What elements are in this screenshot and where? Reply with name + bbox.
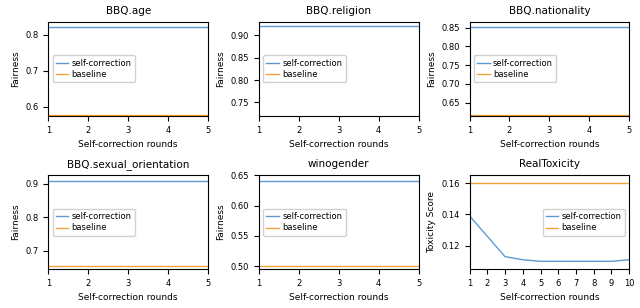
baseline — [572, 181, 580, 185]
self-correction — [124, 179, 132, 183]
baseline — [466, 181, 474, 185]
baseline — [335, 264, 342, 268]
Legend: self-correction, baseline: self-correction, baseline — [543, 209, 625, 236]
baseline — [204, 113, 212, 117]
self-correction — [415, 24, 422, 28]
baseline — [255, 115, 263, 119]
baseline — [204, 264, 212, 268]
baseline — [45, 113, 52, 117]
baseline — [45, 264, 52, 268]
self-correction — [572, 259, 580, 263]
self-correction — [335, 179, 342, 183]
Y-axis label: Fairness: Fairness — [216, 204, 225, 241]
baseline — [586, 113, 593, 117]
baseline — [255, 264, 263, 268]
Y-axis label: Fairness: Fairness — [11, 51, 20, 87]
baseline — [84, 113, 92, 117]
Legend: self-correction, baseline: self-correction, baseline — [52, 55, 135, 83]
X-axis label: Self-correction rounds: Self-correction rounds — [79, 140, 178, 149]
baseline — [501, 181, 509, 185]
baseline — [506, 113, 513, 117]
Legend: self-correction, baseline: self-correction, baseline — [52, 209, 135, 236]
self-correction — [45, 179, 52, 183]
baseline — [625, 113, 633, 117]
X-axis label: Self-correction rounds: Self-correction rounds — [79, 294, 178, 302]
self-correction — [295, 24, 303, 28]
self-correction — [466, 214, 474, 218]
self-correction — [164, 26, 172, 29]
Title: RealToxicity: RealToxicity — [519, 159, 580, 169]
self-correction — [501, 255, 509, 258]
baseline — [537, 181, 545, 185]
Title: BBQ.nationality: BBQ.nationality — [509, 6, 590, 16]
Title: BBQ.religion: BBQ.religion — [307, 6, 371, 16]
self-correction — [607, 259, 615, 263]
self-correction — [124, 26, 132, 29]
self-correction — [483, 234, 491, 238]
self-correction — [255, 179, 263, 183]
self-correction — [375, 179, 383, 183]
baseline — [415, 264, 422, 268]
baseline — [375, 264, 383, 268]
self-correction — [554, 259, 562, 263]
baseline — [519, 181, 527, 185]
baseline — [607, 181, 615, 185]
self-correction — [545, 25, 553, 29]
self-correction — [204, 179, 212, 183]
Legend: self-correction, baseline: self-correction, baseline — [263, 55, 346, 83]
baseline — [164, 264, 172, 268]
X-axis label: Self-correction rounds: Self-correction rounds — [500, 140, 599, 149]
self-correction — [466, 25, 474, 29]
Line: self-correction: self-correction — [470, 216, 629, 261]
self-correction — [204, 26, 212, 29]
Title: BBQ.age: BBQ.age — [106, 6, 151, 16]
baseline — [295, 264, 303, 268]
baseline — [164, 113, 172, 117]
self-correction — [625, 25, 633, 29]
Title: BBQ.sexual_orientation: BBQ.sexual_orientation — [67, 159, 189, 170]
self-correction — [375, 24, 383, 28]
self-correction — [84, 179, 92, 183]
baseline — [124, 264, 132, 268]
self-correction — [255, 24, 263, 28]
self-correction — [45, 26, 52, 29]
baseline — [483, 181, 491, 185]
self-correction — [164, 179, 172, 183]
baseline — [625, 181, 633, 185]
self-correction — [84, 26, 92, 29]
Y-axis label: Fairness: Fairness — [427, 51, 436, 87]
self-correction — [295, 179, 303, 183]
self-correction — [519, 258, 527, 261]
Title: winogender: winogender — [308, 159, 369, 169]
baseline — [295, 115, 303, 119]
X-axis label: Self-correction rounds: Self-correction rounds — [500, 294, 599, 302]
self-correction — [537, 259, 545, 263]
baseline — [545, 113, 553, 117]
self-correction — [586, 25, 593, 29]
self-correction — [506, 25, 513, 29]
Y-axis label: Toxicity Score: Toxicity Score — [427, 191, 436, 253]
baseline — [335, 115, 342, 119]
X-axis label: Self-correction rounds: Self-correction rounds — [289, 294, 388, 302]
baseline — [466, 113, 474, 117]
Y-axis label: Fairness: Fairness — [216, 51, 225, 87]
baseline — [84, 264, 92, 268]
self-correction — [335, 24, 342, 28]
Legend: self-correction, baseline: self-correction, baseline — [474, 55, 556, 83]
self-correction — [590, 259, 598, 263]
baseline — [415, 115, 422, 119]
Y-axis label: Fairness: Fairness — [11, 204, 20, 241]
self-correction — [625, 258, 633, 261]
X-axis label: Self-correction rounds: Self-correction rounds — [289, 140, 388, 149]
baseline — [590, 181, 598, 185]
baseline — [124, 113, 132, 117]
self-correction — [415, 179, 422, 183]
baseline — [375, 115, 383, 119]
Legend: self-correction, baseline: self-correction, baseline — [263, 209, 346, 236]
baseline — [554, 181, 562, 185]
